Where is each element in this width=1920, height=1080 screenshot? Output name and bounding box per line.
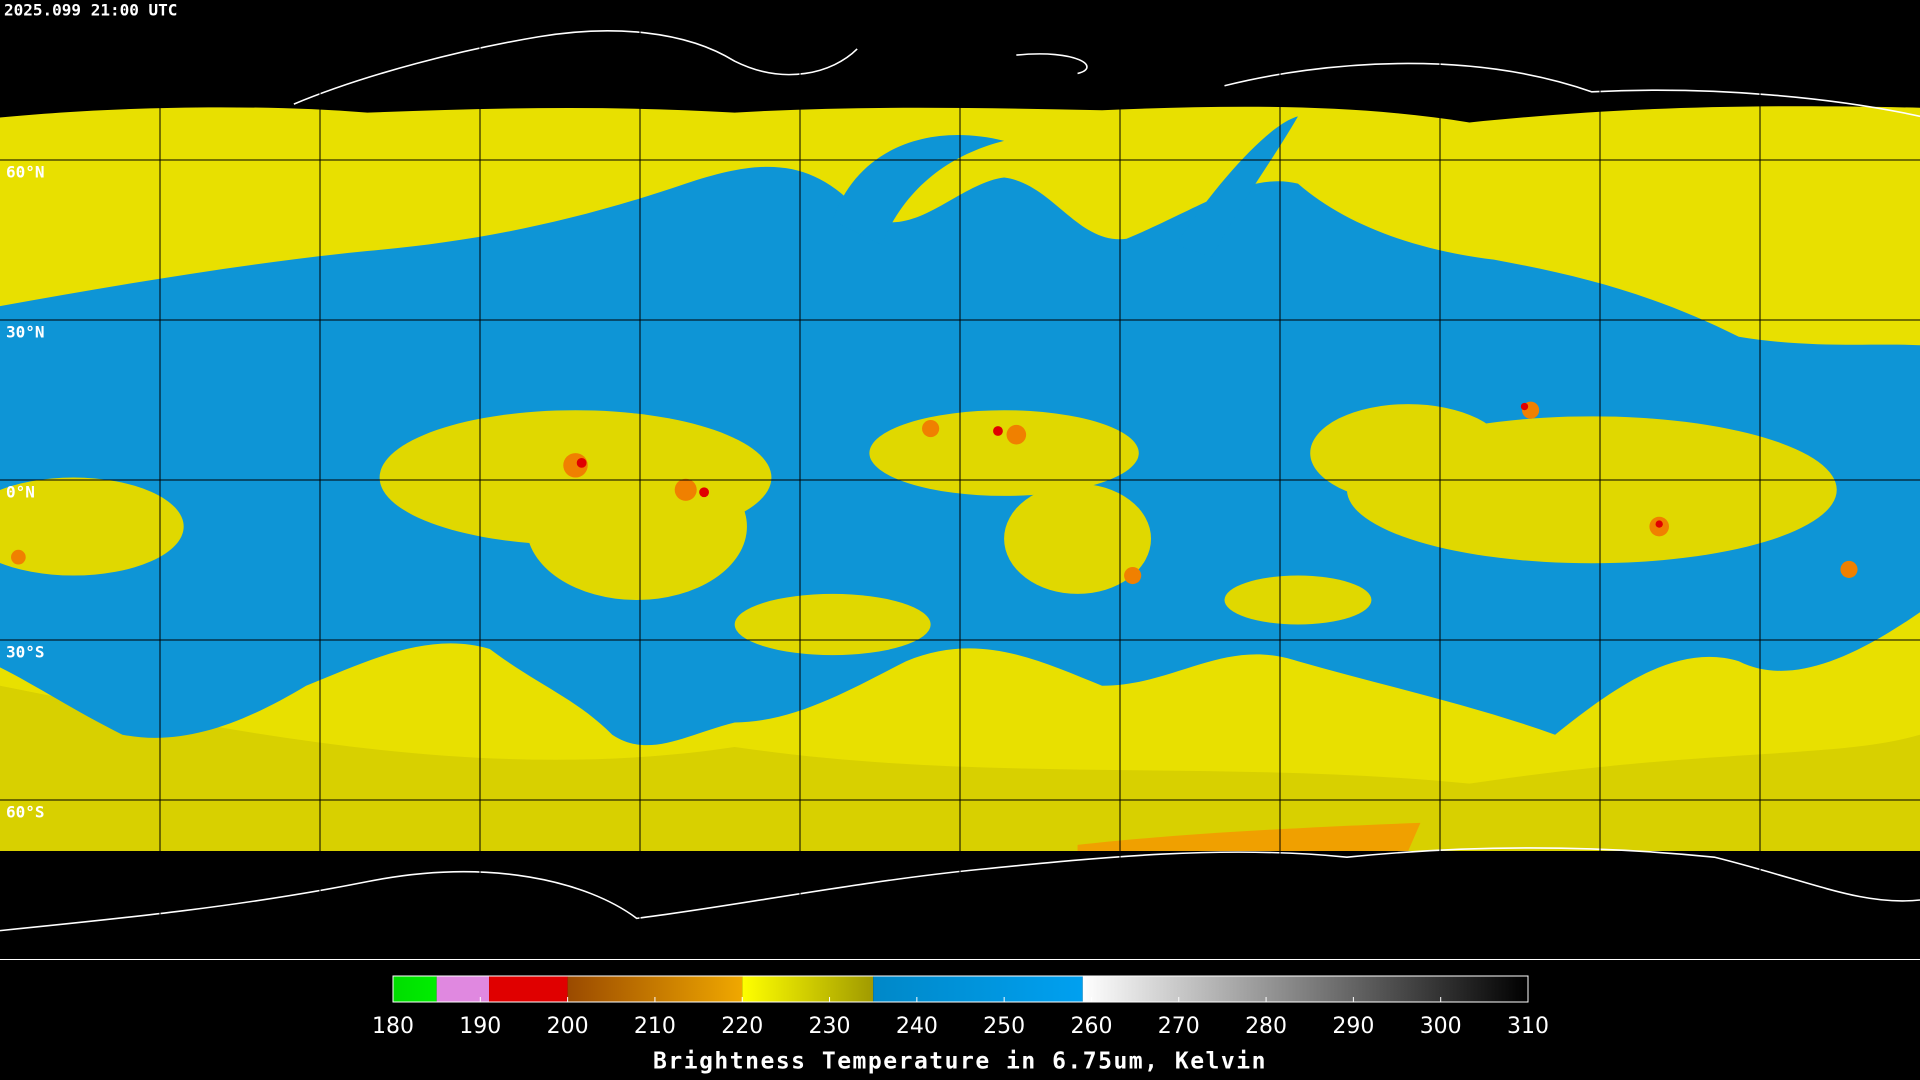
colorbar-frame: [392, 975, 1529, 1003]
colorbar-segment: [873, 976, 1083, 1002]
antarctic-warm: [1077, 822, 1421, 852]
colorbar-segment: [742, 976, 874, 1002]
dry-tongue: [1175, 116, 1298, 258]
colorbar-tick-label: 260: [1070, 1014, 1112, 1039]
colorbar-segment: [436, 976, 490, 1002]
colorbar-tick-label: 180: [372, 1014, 414, 1039]
timestamp: 2025.099 21:00 UTC: [4, 1, 177, 20]
colorbar: 180 190 200 210 220 230 240 250 260 270 280 290 300 3…: [372, 975, 1549, 1039]
colorbar-tick-label: 190: [459, 1014, 501, 1039]
colorbar-tick-label: 310: [1507, 1014, 1549, 1039]
latitude-grid: 60°N 30°N 0°N 30°S 60°S: [0, 159, 1920, 822]
coldest-tops: [576, 402, 1663, 528]
latitude-label: 30°N: [6, 323, 45, 342]
colorbar-tick-label: 300: [1420, 1014, 1462, 1039]
latitude-label: 30°S: [6, 643, 45, 662]
latitude-label: 0°N: [6, 483, 35, 502]
colorbar-segment: [1082, 976, 1528, 1002]
colorbar-tick-label: 230: [809, 1014, 851, 1039]
colorbar-tick-label: 270: [1158, 1014, 1200, 1039]
colorbar-tick-label: 220: [721, 1014, 763, 1039]
latitude-label: 60°N: [6, 163, 45, 182]
colorbar-label: Brightness Temperature in 6.75um, Kelvin: [653, 1049, 1267, 1075]
latitude-label: 60°S: [6, 803, 45, 822]
coastline: [0, 30, 1920, 932]
colorbar-tick-label: 250: [983, 1014, 1025, 1039]
colorbar-segment: [489, 976, 568, 1002]
colorbar-tick-label: 210: [634, 1014, 676, 1039]
colorbar-tick-label: 240: [896, 1014, 938, 1039]
dry-tongue: [832, 134, 1005, 245]
colorbar-tick-label: 280: [1245, 1014, 1287, 1039]
colorbar-segment: [393, 976, 437, 1002]
colorbar-tick-label: 290: [1332, 1014, 1374, 1039]
colorbar-tick-label: 200: [547, 1014, 589, 1039]
convection: [0, 404, 1837, 656]
